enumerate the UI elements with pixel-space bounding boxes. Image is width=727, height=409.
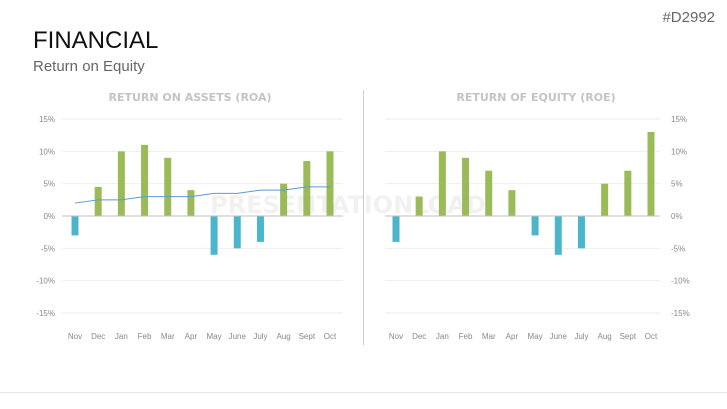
bar: [392, 216, 400, 242]
bar: [415, 196, 423, 216]
bar: [462, 157, 470, 216]
bar: [141, 144, 149, 216]
bar: [601, 183, 609, 216]
y-tick-label: 5%: [671, 180, 683, 189]
bar: [303, 161, 311, 216]
x-tick-label: Dec: [91, 332, 105, 341]
footer-line: [0, 392, 727, 393]
slide-title: FINANCIAL: [33, 27, 159, 54]
y-tick-label: 10%: [671, 147, 687, 156]
y-tick-label: -15%: [36, 309, 55, 318]
x-tick-label: May: [207, 332, 222, 341]
bar: [280, 183, 288, 216]
y-tick-label: 0%: [671, 212, 683, 221]
bar: [187, 190, 195, 216]
x-tick-label: Sept: [299, 332, 316, 341]
bar: [508, 190, 516, 216]
bar: [531, 216, 539, 236]
x-tick-label: Feb: [138, 332, 152, 341]
bar: [256, 216, 264, 242]
bar: [438, 151, 446, 216]
x-tick-label: June: [229, 332, 247, 341]
x-tick-label: Nov: [389, 332, 403, 341]
y-tick-label: 15%: [39, 115, 55, 124]
x-tick-label: May: [528, 332, 543, 341]
x-tick-label: Apr: [185, 332, 198, 341]
x-tick-label: Jan: [436, 332, 449, 341]
x-tick-label: Jan: [115, 332, 128, 341]
bar: [577, 216, 585, 249]
trend-line: [74, 186, 330, 204]
y-tick-label: -10%: [671, 277, 690, 286]
chart-title: RETURN ON ASSETS (ROA): [108, 91, 271, 104]
bar: [71, 216, 79, 236]
x-tick-label: Nov: [68, 332, 82, 341]
y-tick-label: 15%: [671, 115, 687, 124]
x-tick-label: Aug: [598, 332, 612, 341]
x-tick-label: Feb: [459, 332, 473, 341]
bar: [326, 151, 334, 216]
y-tick-label: -10%: [36, 277, 55, 286]
x-tick-label: Oct: [324, 332, 337, 341]
x-tick-label: June: [550, 332, 568, 341]
y-tick-label: -5%: [671, 244, 685, 253]
x-tick-label: Apr: [506, 332, 519, 341]
chart-title: RETURN OF EQUITY (ROE): [456, 91, 615, 104]
bar: [647, 131, 655, 216]
y-tick-label: 5%: [43, 180, 55, 189]
x-tick-label: Aug: [277, 332, 291, 341]
bar: [117, 151, 125, 216]
bar: [233, 216, 241, 249]
bar: [624, 170, 632, 216]
slide-subtitle: Return on Equity: [33, 58, 145, 75]
x-tick-label: July: [574, 332, 588, 341]
y-tick-label: 0%: [43, 212, 55, 221]
bar: [210, 216, 218, 255]
y-tick-label: -15%: [671, 309, 690, 318]
y-tick-label: -5%: [41, 244, 55, 253]
chart-divider: [363, 90, 364, 345]
x-tick-label: Oct: [645, 332, 658, 341]
slide-code: #D2992: [662, 9, 715, 26]
bar: [94, 186, 102, 216]
y-tick-label: 10%: [39, 147, 55, 156]
bar: [485, 170, 493, 216]
x-tick-label: Dec: [412, 332, 426, 341]
x-tick-label: July: [253, 332, 267, 341]
x-tick-label: Sept: [620, 332, 637, 341]
x-tick-label: Mar: [161, 332, 175, 341]
x-tick-label: Mar: [482, 332, 496, 341]
bar: [554, 216, 562, 255]
bar: [164, 157, 172, 216]
